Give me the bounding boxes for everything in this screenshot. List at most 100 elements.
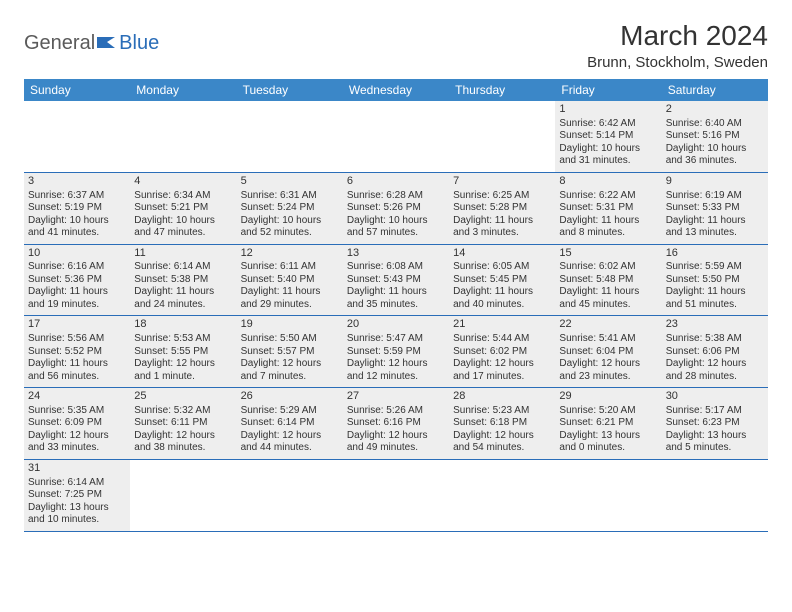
day-number: 1 (559, 103, 657, 117)
sunset: Sunset: 5:14 PM (559, 130, 657, 143)
day-cell: 22Sunrise: 5:41 AMSunset: 6:04 PMDayligh… (555, 316, 661, 388)
day-cell: 4Sunrise: 6:34 AMSunset: 5:21 PMDaylight… (130, 172, 236, 244)
daylight: and 38 minutes. (134, 442, 232, 455)
day-number: 28 (453, 390, 551, 404)
daylight: and 45 minutes. (559, 299, 657, 312)
week-row: 24Sunrise: 5:35 AMSunset: 6:09 PMDayligh… (24, 388, 768, 460)
day-number: 23 (666, 318, 764, 332)
day-cell: 8Sunrise: 6:22 AMSunset: 5:31 PMDaylight… (555, 172, 661, 244)
daylight: Daylight: 11 hours (28, 358, 126, 371)
daylight: and 3 minutes. (453, 227, 551, 240)
logo-text-general: General (24, 32, 95, 55)
daylight: and 7 minutes. (241, 371, 339, 384)
daylight: Daylight: 10 hours (666, 143, 764, 156)
sunrise: Sunrise: 6:42 AM (559, 118, 657, 131)
daylight: Daylight: 11 hours (666, 286, 764, 299)
sunrise: Sunrise: 5:32 AM (134, 405, 232, 418)
daylight: and 36 minutes. (666, 155, 764, 168)
sunset: Sunset: 5:33 PM (666, 202, 764, 215)
day-number: 30 (666, 390, 764, 404)
day-cell: 1Sunrise: 6:42 AMSunset: 5:14 PMDaylight… (555, 101, 661, 172)
daylight: Daylight: 11 hours (559, 286, 657, 299)
daylight: and 33 minutes. (28, 442, 126, 455)
daylight: Daylight: 12 hours (347, 430, 445, 443)
week-row: 1Sunrise: 6:42 AMSunset: 5:14 PMDaylight… (24, 101, 768, 172)
sunrise: Sunrise: 5:23 AM (453, 405, 551, 418)
daylight: Daylight: 12 hours (453, 430, 551, 443)
day-number: 24 (28, 390, 126, 404)
day-cell: 9Sunrise: 6:19 AMSunset: 5:33 PMDaylight… (662, 172, 768, 244)
sunset: Sunset: 5:24 PM (241, 202, 339, 215)
sunset: Sunset: 5:43 PM (347, 274, 445, 287)
sunset: Sunset: 5:16 PM (666, 130, 764, 143)
sunset: Sunset: 6:14 PM (241, 417, 339, 430)
day-cell: 12Sunrise: 6:11 AMSunset: 5:40 PMDayligh… (237, 244, 343, 316)
daylight: Daylight: 10 hours (559, 143, 657, 156)
daylight: and 24 minutes. (134, 299, 232, 312)
sunset: Sunset: 6:06 PM (666, 346, 764, 359)
sunset: Sunset: 5:36 PM (28, 274, 126, 287)
daylight: and 19 minutes. (28, 299, 126, 312)
sunrise: Sunrise: 5:59 AM (666, 261, 764, 274)
sunrise: Sunrise: 6:22 AM (559, 190, 657, 203)
day-number: 9 (666, 175, 764, 189)
header: General Blue March 2024 Brunn, Stockholm… (24, 20, 768, 71)
daylight: Daylight: 10 hours (134, 215, 232, 228)
week-row: 31Sunrise: 6:14 AMSunset: 7:25 PMDayligh… (24, 459, 768, 531)
day-number: 10 (28, 247, 126, 261)
daylight: and 44 minutes. (241, 442, 339, 455)
location: Brunn, Stockholm, Sweden (587, 54, 768, 71)
sunset: Sunset: 6:23 PM (666, 417, 764, 430)
day-cell (237, 459, 343, 531)
sunset: Sunset: 5:21 PM (134, 202, 232, 215)
col-thursday: Thursday (449, 79, 555, 101)
sunrise: Sunrise: 6:14 AM (28, 477, 126, 490)
sunrise: Sunrise: 5:50 AM (241, 333, 339, 346)
daylight: and 57 minutes. (347, 227, 445, 240)
day-number: 7 (453, 175, 551, 189)
daylight: Daylight: 12 hours (453, 358, 551, 371)
day-number: 8 (559, 175, 657, 189)
daylight: and 1 minute. (134, 371, 232, 384)
sunset: Sunset: 5:59 PM (347, 346, 445, 359)
daylight: Daylight: 12 hours (347, 358, 445, 371)
daylight: and 10 minutes. (28, 514, 126, 527)
sunset: Sunset: 6:04 PM (559, 346, 657, 359)
week-row: 17Sunrise: 5:56 AMSunset: 5:52 PMDayligh… (24, 316, 768, 388)
day-cell: 18Sunrise: 5:53 AMSunset: 5:55 PMDayligh… (130, 316, 236, 388)
daylight: and 29 minutes. (241, 299, 339, 312)
week-row: 10Sunrise: 6:16 AMSunset: 5:36 PMDayligh… (24, 244, 768, 316)
col-tuesday: Tuesday (237, 79, 343, 101)
sunset: Sunset: 7:25 PM (28, 489, 126, 502)
col-wednesday: Wednesday (343, 79, 449, 101)
sunrise: Sunrise: 6:28 AM (347, 190, 445, 203)
day-number: 13 (347, 247, 445, 261)
day-number: 26 (241, 390, 339, 404)
col-saturday: Saturday (662, 79, 768, 101)
day-cell: 26Sunrise: 5:29 AMSunset: 6:14 PMDayligh… (237, 388, 343, 460)
day-cell (343, 459, 449, 531)
daylight: Daylight: 11 hours (134, 286, 232, 299)
day-cell: 7Sunrise: 6:25 AMSunset: 5:28 PMDaylight… (449, 172, 555, 244)
sunset: Sunset: 5:40 PM (241, 274, 339, 287)
sunrise: Sunrise: 5:38 AM (666, 333, 764, 346)
sunrise: Sunrise: 6:14 AM (134, 261, 232, 274)
sunrise: Sunrise: 6:02 AM (559, 261, 657, 274)
daylight: Daylight: 11 hours (453, 215, 551, 228)
sunrise: Sunrise: 6:05 AM (453, 261, 551, 274)
sunrise: Sunrise: 5:41 AM (559, 333, 657, 346)
day-number: 14 (453, 247, 551, 261)
day-cell: 13Sunrise: 6:08 AMSunset: 5:43 PMDayligh… (343, 244, 449, 316)
day-cell (555, 459, 661, 531)
daylight: and 52 minutes. (241, 227, 339, 240)
sunset: Sunset: 5:28 PM (453, 202, 551, 215)
day-number: 17 (28, 318, 126, 332)
day-cell (662, 459, 768, 531)
sunset: Sunset: 6:16 PM (347, 417, 445, 430)
day-number: 22 (559, 318, 657, 332)
day-number: 5 (241, 175, 339, 189)
day-cell: 31Sunrise: 6:14 AMSunset: 7:25 PMDayligh… (24, 459, 130, 531)
day-cell (130, 101, 236, 172)
day-cell: 2Sunrise: 6:40 AMSunset: 5:16 PMDaylight… (662, 101, 768, 172)
sunset: Sunset: 5:57 PM (241, 346, 339, 359)
